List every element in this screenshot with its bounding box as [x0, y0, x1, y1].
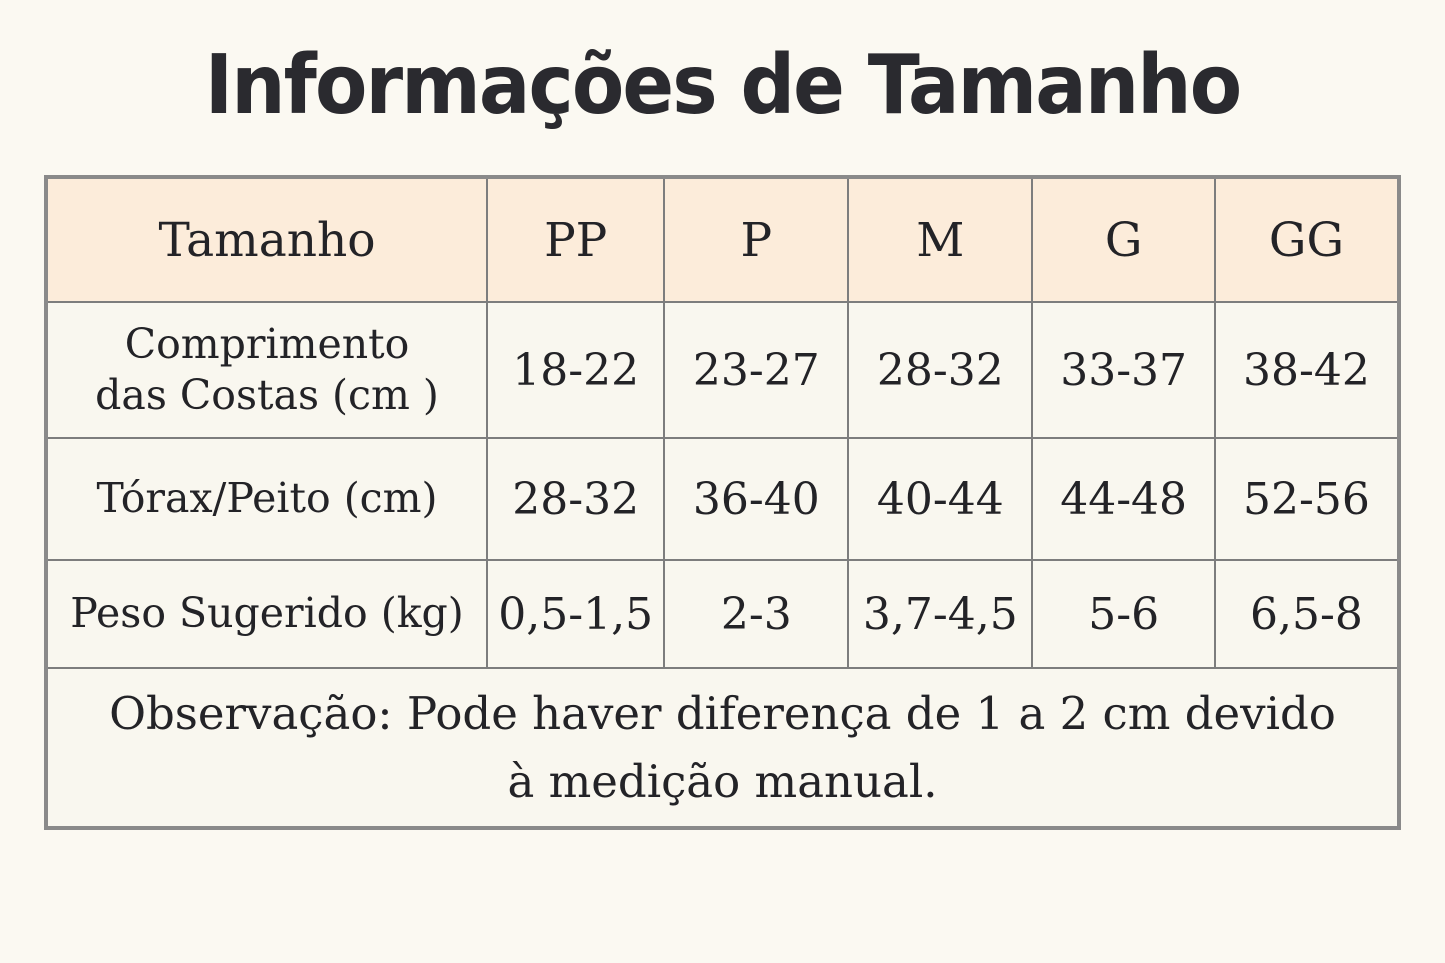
header-row: Tamanho PP P M G GG	[44, 176, 1401, 303]
cell-chest-m: 40-44	[847, 437, 1034, 561]
size-table: Tamanho PP P M G GG Comprimento das Cost…	[44, 175, 1401, 830]
observation-note-line: à medição manual.	[507, 754, 938, 808]
cell-chest-p: 36-40	[663, 437, 850, 561]
cell-weight-g: 5-6	[1031, 559, 1216, 669]
row-label-back-length: Comprimento das Costas (cm )	[44, 301, 489, 439]
cell-chest-pp: 28-32	[486, 437, 666, 561]
row-label-chest: Tórax/Peito (cm)	[44, 437, 489, 561]
column-header-g: G	[1031, 176, 1216, 303]
table-row-back-length: Comprimento das Costas (cm ) 18-22 23-27…	[44, 301, 1401, 439]
observation-note-line: Observação: Pode haver diferença de 1 a …	[109, 687, 1336, 740]
row-label-weight: Peso Sugerido (kg)	[44, 559, 489, 669]
table-row-note: Observação: Pode haver diferença de 1 a …	[45, 667, 1400, 829]
column-header-m: M	[847, 176, 1034, 303]
row-label-line: Comprimento	[124, 319, 410, 368]
observation-note: Observação: Pode haver diferença de 1 a …	[45, 667, 1400, 829]
column-header-pp: PP	[486, 176, 666, 303]
column-header-tamanho: Tamanho	[44, 176, 489, 303]
row-label-line: das Costas (cm )	[95, 371, 439, 419]
page-title: Informações de Tamanho	[204, 38, 1242, 133]
cell-weight-p: 2-3	[663, 559, 850, 669]
cell-weight-gg: 6,5-8	[1213, 559, 1401, 669]
table-row-chest: Tórax/Peito (cm) 28-32 36-40 40-44 44-48…	[44, 437, 1401, 561]
cell-back-length-p: 23-27	[663, 301, 850, 439]
column-header-p: P	[663, 176, 850, 303]
cell-back-length-gg: 38-42	[1213, 301, 1401, 439]
cell-chest-gg: 52-56	[1213, 437, 1401, 561]
cell-chest-g: 44-48	[1031, 437, 1216, 561]
cell-back-length-g: 33-37	[1031, 301, 1216, 439]
table-row-weight: Peso Sugerido (kg) 0,5-1,5 2-3 3,7-4,5 5…	[44, 559, 1401, 669]
column-header-gg: GG	[1213, 176, 1401, 303]
cell-weight-m: 3,7-4,5	[847, 559, 1034, 669]
cell-back-length-pp: 18-22	[486, 301, 666, 439]
cell-back-length-m: 28-32	[847, 301, 1034, 439]
cell-weight-pp: 0,5-1,5	[486, 559, 666, 669]
